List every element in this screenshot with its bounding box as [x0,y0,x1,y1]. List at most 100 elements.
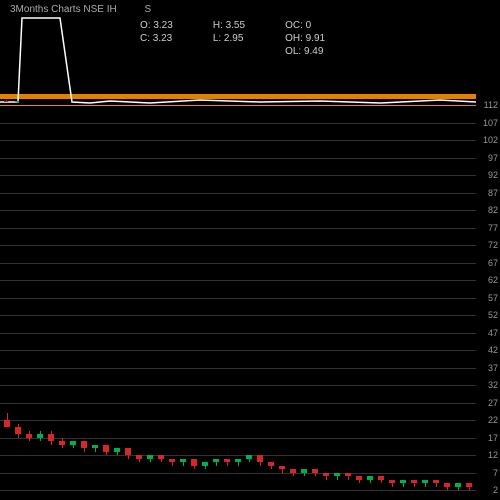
candle [169,0,175,500]
y-tick-label: 42 [488,345,498,355]
candle [323,0,329,500]
candle-body [389,480,395,484]
candle [422,0,428,500]
y-tick-label: 12 [488,450,498,460]
candle [301,0,307,500]
candle-body [224,459,230,463]
candle [279,0,285,500]
candle [59,0,65,500]
candle-body [213,459,219,463]
candle-body [378,476,384,480]
candle-body [70,441,76,445]
y-tick-label: 97 [488,153,498,163]
candle-body [26,434,32,438]
candle-body [191,459,197,466]
candle-body [290,469,296,473]
y-tick-label: 47 [488,328,498,338]
candle-body [334,473,340,477]
candle [367,0,373,500]
candle-body [323,473,329,477]
candle [312,0,318,500]
candle [224,0,230,500]
candle-body [257,455,263,462]
candle-body [433,480,439,484]
candle [202,0,208,500]
candle-body [268,462,274,466]
candle [400,0,406,500]
candle [268,0,274,500]
candle [378,0,384,500]
candle-body [4,420,10,427]
candle-body [114,448,120,452]
candle [389,0,395,500]
y-tick-label: 102 [483,135,498,145]
candle [70,0,76,500]
y-tick-label: 82 [488,205,498,215]
y-axis: 1121071029792878277726762575247423732272… [476,0,500,500]
candle [213,0,219,500]
candle-body [279,466,285,470]
y-tick-label: 67 [488,258,498,268]
candle [246,0,252,500]
candle [356,0,362,500]
candle [4,0,10,500]
candle-body [367,476,373,480]
candle-body [92,445,98,449]
candle [15,0,21,500]
candle-body [422,480,428,484]
y-tick-label: 17 [488,433,498,443]
y-tick-label: 87 [488,188,498,198]
y-tick-label: 92 [488,170,498,180]
y-tick-label: 107 [483,118,498,128]
candle-body [444,483,450,487]
candle-body [103,445,109,452]
candle-body [312,469,318,473]
chart-area[interactable] [0,0,476,500]
candle [26,0,32,500]
candle [433,0,439,500]
y-tick-label: 52 [488,310,498,320]
candle-body [81,441,87,448]
candle-body [15,427,21,434]
candle-body [345,473,351,477]
candle-body [466,483,472,487]
candle-body [125,448,131,455]
candle [191,0,197,500]
candle-body [202,462,208,466]
candle [411,0,417,500]
candle [455,0,461,500]
candle [444,0,450,500]
candle-body [235,459,241,463]
candle-body [147,455,153,459]
candle [103,0,109,500]
y-tick-label: 37 [488,363,498,373]
candle [235,0,241,500]
candle [114,0,120,500]
y-tick-label: 77 [488,223,498,233]
y-tick-label: 72 [488,240,498,250]
y-tick-label: 32 [488,380,498,390]
y-tick-label: 22 [488,415,498,425]
candle [37,0,43,500]
candle [48,0,54,500]
candle-body [59,441,65,445]
candle-body [169,459,175,463]
candle [125,0,131,500]
candle-body [246,455,252,459]
y-tick-label: 62 [488,275,498,285]
candle-body [180,459,186,463]
candle-body [411,480,417,484]
candle [290,0,296,500]
y-tick-label: 57 [488,293,498,303]
candle-body [136,455,142,459]
candle [466,0,472,500]
candle [345,0,351,500]
candle-body [48,434,54,441]
candle-body [301,469,307,473]
y-tick-label: 2 [493,485,498,495]
candle-body [356,476,362,480]
candle [180,0,186,500]
y-tick-label: 27 [488,398,498,408]
candle [147,0,153,500]
y-tick-label: 7 [493,468,498,478]
